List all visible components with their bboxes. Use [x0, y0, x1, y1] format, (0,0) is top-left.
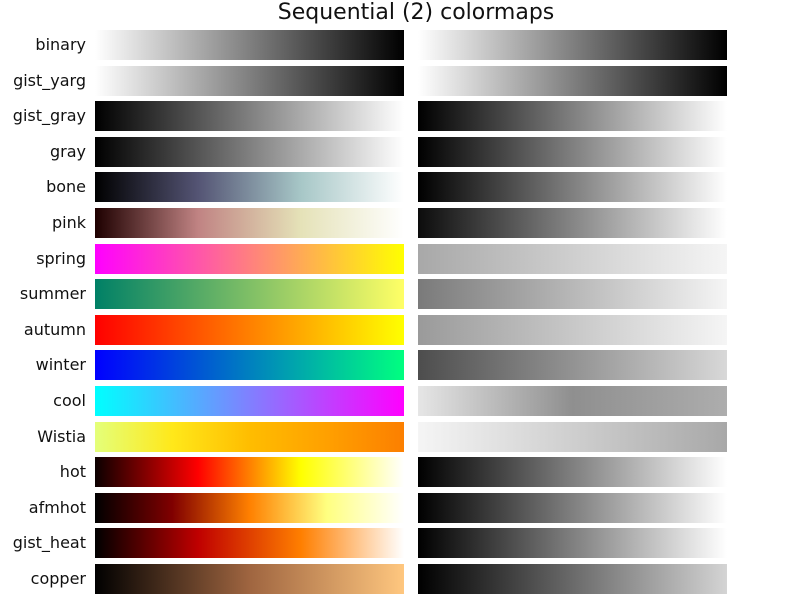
colormap-label: copper	[30, 569, 86, 588]
colormap-row-afmhot: afmhot	[0, 492, 788, 523]
grayscale-bar	[418, 243, 727, 274]
colormap-row-winter: winter	[0, 350, 788, 381]
colormap-label: cool	[53, 391, 86, 410]
grayscale-bar	[418, 30, 727, 60]
colormap-row-autumn: autumn	[0, 314, 788, 345]
colormap-bar	[95, 30, 404, 60]
colormap-row-wistia: Wistia	[0, 421, 788, 452]
colormap-row-bone: bone	[0, 172, 788, 203]
colormap-label: pink	[51, 213, 86, 232]
colormap-bar	[95, 101, 404, 132]
colormap-row-summer: summer	[0, 279, 788, 310]
colormap-bar	[95, 279, 404, 310]
colormap-row-binary: binary	[0, 30, 788, 60]
grayscale-bar	[418, 386, 727, 416]
colormap-label: hot	[59, 462, 86, 482]
grayscale-bar	[418, 172, 727, 203]
colormap-bar	[95, 564, 404, 594]
colormap-row-spring: spring	[0, 243, 788, 274]
colormap-bar	[95, 208, 404, 238]
colormap-label: gist_yarg	[13, 70, 86, 90]
colormap-bar	[95, 386, 404, 416]
colormap-label: autumn	[23, 319, 86, 339]
colormap-label: afmhot	[28, 497, 86, 517]
colormap-row-copper: copper	[0, 564, 788, 594]
colormap-label: gist_gray	[12, 106, 86, 126]
colormap-bar	[95, 65, 404, 96]
colormap-bar	[95, 421, 404, 452]
colormap-row-cool: cool	[0, 386, 788, 416]
colormap-label: binary	[35, 35, 86, 54]
grayscale-bar	[418, 136, 727, 167]
colormap-row-gist-yarg: gist_yarg	[0, 65, 788, 96]
colormap-bar	[95, 172, 404, 203]
colormap-label: winter	[35, 355, 86, 375]
grayscale-bar	[418, 314, 727, 345]
grayscale-bar	[418, 528, 727, 559]
colormap-label: gist_heat	[12, 533, 86, 553]
grayscale-bar	[418, 279, 727, 310]
colormap-row-hot: hot	[0, 457, 788, 488]
colormap-row-gray: gray	[0, 136, 788, 167]
grayscale-bar	[418, 564, 727, 594]
colormap-label: bone	[46, 177, 86, 197]
colormap-label: spring	[36, 248, 86, 268]
grayscale-bar	[418, 421, 727, 452]
colormap-bar	[95, 136, 404, 167]
chart-title: Sequential (2) colormaps	[277, 0, 555, 25]
grayscale-bar	[418, 350, 727, 381]
colormap-bar	[95, 350, 404, 381]
grayscale-bar	[418, 101, 727, 132]
grayscale-bar	[418, 65, 727, 96]
colormap-bar	[95, 457, 404, 488]
grayscale-bar	[418, 492, 727, 523]
colormap-bar	[95, 243, 404, 274]
colormap-row-gist-heat: gist_heat	[0, 528, 788, 559]
grayscale-bar	[418, 208, 727, 238]
colormap-label: gray	[49, 141, 86, 161]
colormap-label: summer	[19, 284, 86, 304]
grayscale-bar	[418, 457, 727, 488]
colormap-row-gist-gray: gist_gray	[0, 101, 788, 132]
colormap-label: Wistia	[37, 426, 86, 446]
colormap-bar	[95, 314, 404, 345]
colormap-bar	[95, 492, 404, 523]
colormap-row-pink: pink	[0, 208, 788, 238]
colormap-bar	[95, 528, 404, 559]
